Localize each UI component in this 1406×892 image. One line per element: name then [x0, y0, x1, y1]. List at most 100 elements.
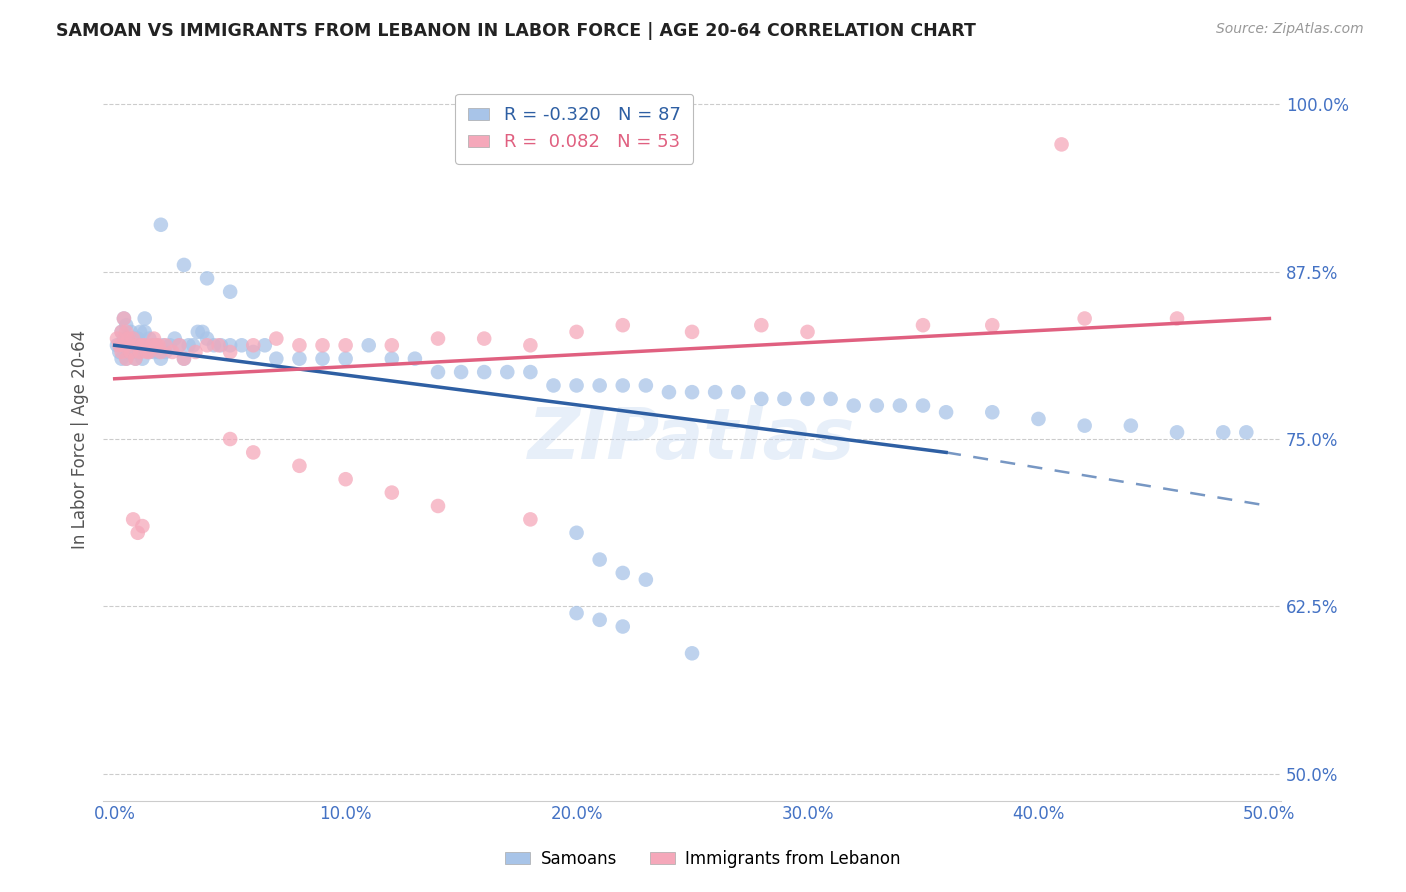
- Point: [1166, 311, 1188, 326]
- Point: [519, 338, 541, 352]
- Point: [889, 399, 911, 413]
- Point: [110, 345, 132, 359]
- Point: [634, 573, 657, 587]
- Point: [117, 332, 139, 346]
- Point: [124, 351, 146, 366]
- Point: [981, 405, 1004, 419]
- Point: [141, 338, 163, 352]
- Point: [519, 365, 541, 379]
- Point: [134, 311, 156, 326]
- Point: [155, 345, 177, 359]
- Point: [219, 338, 242, 352]
- Point: [117, 345, 139, 359]
- Point: [842, 399, 865, 413]
- Point: [565, 378, 588, 392]
- Legend: Samoans, Immigrants from Lebanon: Samoans, Immigrants from Lebanon: [499, 844, 907, 875]
- Point: [122, 332, 145, 346]
- Point: [288, 458, 311, 473]
- Point: [129, 338, 152, 352]
- Point: [796, 325, 818, 339]
- Point: [288, 351, 311, 366]
- Point: [796, 392, 818, 406]
- Point: [131, 338, 153, 352]
- Point: [207, 338, 229, 352]
- Point: [184, 345, 207, 359]
- Point: [110, 325, 132, 339]
- Point: [127, 338, 149, 352]
- Point: [127, 345, 149, 359]
- Point: [112, 338, 135, 352]
- Point: [110, 351, 132, 366]
- Point: [155, 338, 177, 352]
- Point: [589, 613, 612, 627]
- Point: [124, 338, 146, 352]
- Point: [773, 392, 796, 406]
- Point: [472, 365, 495, 379]
- Point: [266, 351, 288, 366]
- Point: [195, 332, 218, 346]
- Point: [117, 338, 139, 352]
- Point: [911, 399, 934, 413]
- Point: [450, 365, 472, 379]
- Point: [589, 378, 612, 392]
- Point: [311, 338, 333, 352]
- Point: [749, 392, 772, 406]
- Point: [149, 345, 172, 359]
- Point: [335, 472, 357, 486]
- Point: [589, 552, 612, 566]
- Point: [335, 351, 357, 366]
- Point: [115, 325, 138, 339]
- Point: [981, 318, 1004, 333]
- Point: [681, 325, 703, 339]
- Point: [1073, 418, 1095, 433]
- Point: [108, 345, 131, 359]
- Point: [115, 351, 138, 366]
- Point: [141, 338, 163, 352]
- Point: [115, 351, 138, 366]
- Point: [124, 351, 146, 366]
- Point: [110, 325, 132, 339]
- Point: [191, 325, 214, 339]
- Point: [131, 519, 153, 533]
- Point: [148, 338, 170, 352]
- Point: [612, 318, 634, 333]
- Point: [142, 332, 165, 346]
- Point: [195, 338, 218, 352]
- Point: [131, 338, 153, 352]
- Point: [117, 332, 139, 346]
- Point: [145, 338, 167, 352]
- Point: [634, 378, 657, 392]
- Point: [105, 332, 128, 346]
- Text: ZIPatlas: ZIPatlas: [529, 405, 856, 474]
- Point: [288, 338, 311, 352]
- Point: [149, 218, 172, 232]
- Point: [138, 345, 160, 359]
- Point: [311, 351, 333, 366]
- Point: [381, 338, 404, 352]
- Point: [169, 338, 191, 352]
- Point: [335, 338, 357, 352]
- Point: [173, 351, 195, 366]
- Text: Source: ZipAtlas.com: Source: ZipAtlas.com: [1216, 22, 1364, 37]
- Point: [115, 318, 138, 333]
- Point: [681, 646, 703, 660]
- Point: [935, 405, 957, 419]
- Point: [169, 338, 191, 352]
- Point: [129, 345, 152, 359]
- Point: [122, 345, 145, 359]
- Point: [173, 351, 195, 366]
- Point: [242, 345, 264, 359]
- Point: [565, 606, 588, 620]
- Point: [357, 338, 380, 352]
- Point: [120, 345, 142, 359]
- Point: [427, 499, 450, 513]
- Point: [1166, 425, 1188, 440]
- Text: SAMOAN VS IMMIGRANTS FROM LEBANON IN LABOR FORCE | AGE 20-64 CORRELATION CHART: SAMOAN VS IMMIGRANTS FROM LEBANON IN LAB…: [56, 22, 976, 40]
- Point: [129, 325, 152, 339]
- Point: [131, 351, 153, 366]
- Y-axis label: In Labor Force | Age 20-64: In Labor Force | Age 20-64: [72, 329, 89, 549]
- Point: [681, 385, 703, 400]
- Point: [122, 332, 145, 346]
- Point: [565, 325, 588, 339]
- Point: [159, 338, 181, 352]
